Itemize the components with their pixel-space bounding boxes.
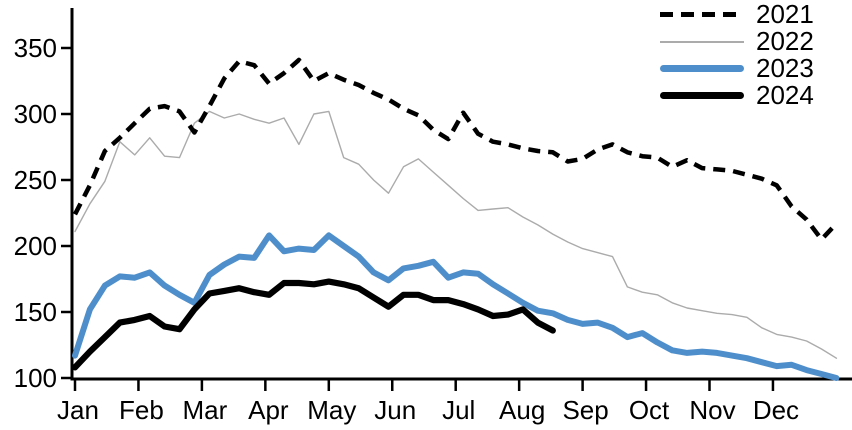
legend-label-2022: 2022 (756, 26, 814, 56)
legend: 2021 2022 2023 2024 (660, 1, 814, 109)
series-lines (71, 57, 840, 381)
x-tick-label: Sep (562, 395, 608, 425)
legend-entry-2024: 2024 (660, 82, 814, 109)
x-tick-label: Nov (689, 395, 735, 425)
x-tick-label: Oct (629, 395, 670, 425)
series-line-2024 (71, 278, 556, 371)
x-tick-label: Jun (374, 395, 416, 425)
y-tick-label: 150 (14, 297, 57, 327)
x-tick-label: Feb (119, 395, 164, 425)
x-tick-label: Jan (57, 395, 99, 425)
legend-entry-2022: 2022 (660, 28, 814, 55)
legend-line-black-icon (660, 92, 744, 99)
y-tick-label: 300 (14, 99, 57, 129)
x-tick-label: May (307, 395, 356, 425)
x-tick-label: Aug (499, 395, 545, 425)
legend-entry-2021: 2021 (660, 1, 814, 28)
x-tick-label: Jul (442, 395, 475, 425)
legend-entry-2023: 2023 (660, 55, 814, 82)
y-tick-label: 350 (14, 33, 57, 63)
series-line-2023 (72, 232, 840, 381)
x-tick-label: Dec (753, 395, 799, 425)
legend-label-2024: 2024 (756, 80, 814, 110)
axes (61, 8, 852, 391)
legend-line-blue-icon (660, 65, 744, 72)
y-tick-label: 100 (14, 363, 57, 393)
axis-labels: 100 150 200 250 300 350 Jan Feb Mar Apr May Jun Jul A… (14, 33, 799, 425)
legend-line-thin-icon (660, 40, 744, 43)
y-tick-label: 250 (14, 165, 57, 195)
legend-label-2021: 2021 (756, 0, 814, 29)
legend-label-2023: 2023 (756, 53, 814, 83)
legend-line-dashed-icon (660, 12, 744, 17)
x-tick-label: Mar (183, 395, 228, 425)
y-tick-label: 200 (14, 231, 57, 261)
series-line-2021 (72, 57, 839, 242)
x-tick-label: Apr (248, 395, 289, 425)
